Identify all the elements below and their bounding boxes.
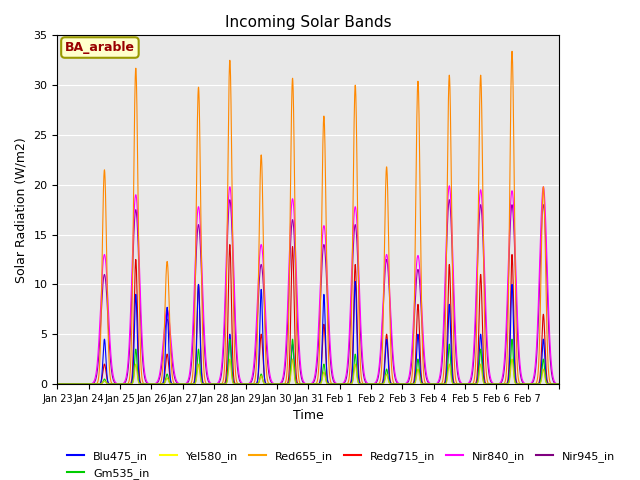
- Blu475_in: [351, 278, 359, 284]
- Nir945_in: [326, 357, 334, 363]
- Red655_in: [353, 186, 361, 192]
- Red655_in: [157, 377, 165, 383]
- Nir945_in: [54, 381, 61, 387]
- Redg715_in: [483, 381, 491, 387]
- Gm535_in: [157, 381, 165, 387]
- Nir945_in: [556, 381, 563, 387]
- Nir840_in: [445, 183, 453, 189]
- Blu475_in: [326, 381, 334, 387]
- Redg715_in: [157, 381, 165, 387]
- Yel580_in: [508, 356, 516, 362]
- Redg715_in: [226, 242, 234, 248]
- X-axis label: Time: Time: [293, 409, 324, 422]
- Blu475_in: [483, 381, 491, 387]
- Yel580_in: [445, 361, 453, 367]
- Blu475_in: [54, 381, 61, 387]
- Nir840_in: [470, 338, 478, 344]
- Yel580_in: [556, 381, 563, 387]
- Line: Nir945_in: Nir945_in: [58, 200, 559, 384]
- Nir945_in: [445, 197, 453, 203]
- Y-axis label: Solar Radiation (W/m2): Solar Radiation (W/m2): [15, 137, 28, 283]
- Redg715_in: [54, 381, 61, 387]
- Gm535_in: [483, 381, 491, 387]
- Yel580_in: [353, 376, 361, 382]
- Nir945_in: [157, 365, 165, 371]
- Gm535_in: [508, 336, 516, 342]
- Line: Gm535_in: Gm535_in: [58, 339, 559, 384]
- Nir945_in: [470, 351, 478, 357]
- Red655_in: [483, 376, 491, 382]
- Nir840_in: [326, 345, 334, 351]
- Yel580_in: [470, 381, 478, 387]
- Blu475_in: [353, 348, 361, 354]
- Nir840_in: [54, 381, 61, 387]
- Nir945_in: [483, 349, 491, 355]
- Gm535_in: [556, 381, 563, 387]
- Yel580_in: [483, 381, 491, 387]
- Gm535_in: [470, 381, 478, 387]
- Redg715_in: [353, 334, 361, 339]
- Red655_in: [54, 381, 61, 387]
- Nir945_in: [445, 197, 453, 203]
- Blu475_in: [556, 381, 563, 387]
- Line: Redg715_in: Redg715_in: [58, 245, 559, 384]
- Red655_in: [326, 378, 334, 384]
- Legend: Blu475_in, Gm535_in, Yel580_in, Red655_in, Redg715_in, Nir840_in, Nir945_in: Blu475_in, Gm535_in, Yel580_in, Red655_i…: [63, 447, 620, 480]
- Line: Red655_in: Red655_in: [58, 51, 559, 384]
- Red655_in: [508, 48, 516, 54]
- Line: Nir840_in: Nir840_in: [58, 186, 559, 384]
- Red655_in: [470, 378, 478, 384]
- Redg715_in: [556, 381, 563, 387]
- Nir840_in: [483, 336, 491, 341]
- Yel580_in: [326, 381, 334, 387]
- Gm535_in: [54, 381, 61, 387]
- Blu475_in: [157, 381, 165, 387]
- Gm535_in: [445, 341, 453, 347]
- Blu475_in: [445, 302, 453, 308]
- Gm535_in: [326, 381, 334, 387]
- Nir840_in: [556, 381, 563, 387]
- Blu475_in: [470, 381, 478, 387]
- Gm535_in: [353, 373, 361, 379]
- Redg715_in: [445, 263, 453, 268]
- Line: Yel580_in: Yel580_in: [58, 359, 559, 384]
- Yel580_in: [157, 381, 165, 387]
- Nir945_in: [353, 247, 361, 252]
- Red655_in: [556, 381, 563, 387]
- Nir840_in: [157, 358, 165, 364]
- Redg715_in: [326, 381, 334, 387]
- Yel580_in: [54, 381, 61, 387]
- Text: BA_arable: BA_arable: [65, 41, 135, 54]
- Redg715_in: [470, 381, 478, 387]
- Nir840_in: [445, 183, 453, 189]
- Nir840_in: [353, 228, 361, 233]
- Red655_in: [445, 72, 453, 78]
- Line: Blu475_in: Blu475_in: [58, 281, 559, 384]
- Title: Incoming Solar Bands: Incoming Solar Bands: [225, 15, 392, 30]
